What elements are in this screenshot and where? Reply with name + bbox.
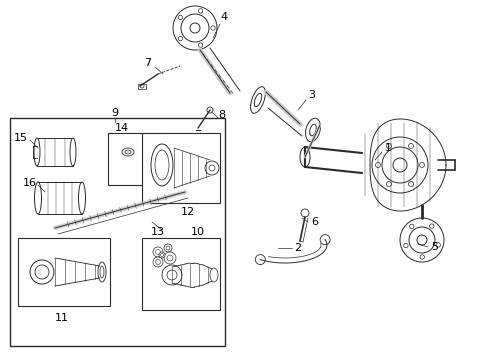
Bar (138, 84, 146, 89)
Circle shape (167, 255, 173, 261)
Circle shape (386, 143, 391, 148)
Circle shape (163, 252, 176, 264)
Text: 10: 10 (191, 227, 204, 237)
Ellipse shape (142, 149, 153, 167)
Ellipse shape (254, 93, 261, 107)
Circle shape (208, 165, 215, 171)
Circle shape (408, 227, 434, 253)
Circle shape (153, 247, 163, 257)
Text: 4: 4 (220, 12, 227, 22)
Circle shape (255, 255, 265, 265)
Ellipse shape (79, 182, 85, 214)
Ellipse shape (209, 268, 218, 282)
Bar (38, 182, 82, 214)
Circle shape (155, 260, 160, 265)
Circle shape (416, 235, 426, 245)
Text: 14: 14 (115, 123, 129, 133)
Text: 8: 8 (218, 110, 225, 120)
Text: 15: 15 (14, 133, 28, 143)
Circle shape (375, 162, 380, 167)
Circle shape (140, 84, 143, 88)
Circle shape (407, 181, 413, 186)
Circle shape (178, 15, 182, 19)
Circle shape (435, 243, 440, 247)
Bar (108, 133, 165, 185)
Circle shape (198, 43, 203, 47)
Circle shape (381, 147, 417, 183)
Ellipse shape (155, 150, 169, 180)
Circle shape (35, 265, 49, 279)
Text: 9: 9 (111, 108, 118, 118)
Circle shape (165, 246, 170, 250)
Text: 13: 13 (151, 227, 164, 237)
Circle shape (419, 255, 424, 259)
Circle shape (419, 162, 424, 167)
Text: 1: 1 (384, 143, 391, 153)
Ellipse shape (100, 266, 104, 278)
Text: 3: 3 (308, 90, 315, 100)
Circle shape (210, 26, 215, 30)
Circle shape (146, 160, 150, 164)
Circle shape (159, 252, 164, 258)
Bar (18, 238, 110, 306)
Circle shape (178, 36, 182, 41)
Circle shape (167, 270, 177, 280)
Ellipse shape (122, 148, 134, 156)
Ellipse shape (299, 147, 309, 167)
Circle shape (371, 137, 427, 193)
Circle shape (198, 9, 203, 13)
Ellipse shape (70, 138, 76, 166)
Bar (142, 238, 220, 310)
Ellipse shape (151, 144, 173, 186)
Text: 2: 2 (294, 243, 301, 253)
Circle shape (320, 235, 329, 245)
Bar (37, 138, 73, 166)
Circle shape (181, 14, 208, 42)
Text: 11: 11 (55, 313, 69, 323)
Circle shape (407, 143, 413, 148)
Text: 6: 6 (311, 217, 318, 227)
Text: 16: 16 (23, 178, 37, 188)
Circle shape (399, 218, 443, 262)
Circle shape (30, 260, 54, 284)
Bar (142, 133, 220, 203)
Circle shape (409, 224, 413, 229)
Circle shape (153, 257, 163, 267)
Circle shape (173, 6, 217, 50)
Circle shape (143, 154, 152, 162)
Ellipse shape (125, 150, 131, 154)
Ellipse shape (250, 87, 265, 113)
Circle shape (386, 181, 391, 186)
Circle shape (155, 249, 160, 255)
Ellipse shape (34, 138, 40, 166)
Text: 5: 5 (430, 242, 438, 252)
Circle shape (206, 107, 213, 113)
Circle shape (429, 224, 433, 228)
Circle shape (190, 23, 200, 33)
Circle shape (301, 209, 308, 217)
Circle shape (160, 253, 163, 257)
Circle shape (163, 244, 172, 252)
Ellipse shape (309, 124, 316, 136)
Bar (10, 118, 224, 346)
Circle shape (204, 161, 219, 175)
Circle shape (392, 158, 406, 172)
Ellipse shape (35, 182, 41, 214)
Text: 7: 7 (144, 58, 151, 68)
Circle shape (162, 265, 182, 285)
Ellipse shape (98, 262, 106, 282)
Text: 12: 12 (181, 207, 195, 217)
Circle shape (403, 243, 407, 248)
Ellipse shape (305, 118, 320, 142)
